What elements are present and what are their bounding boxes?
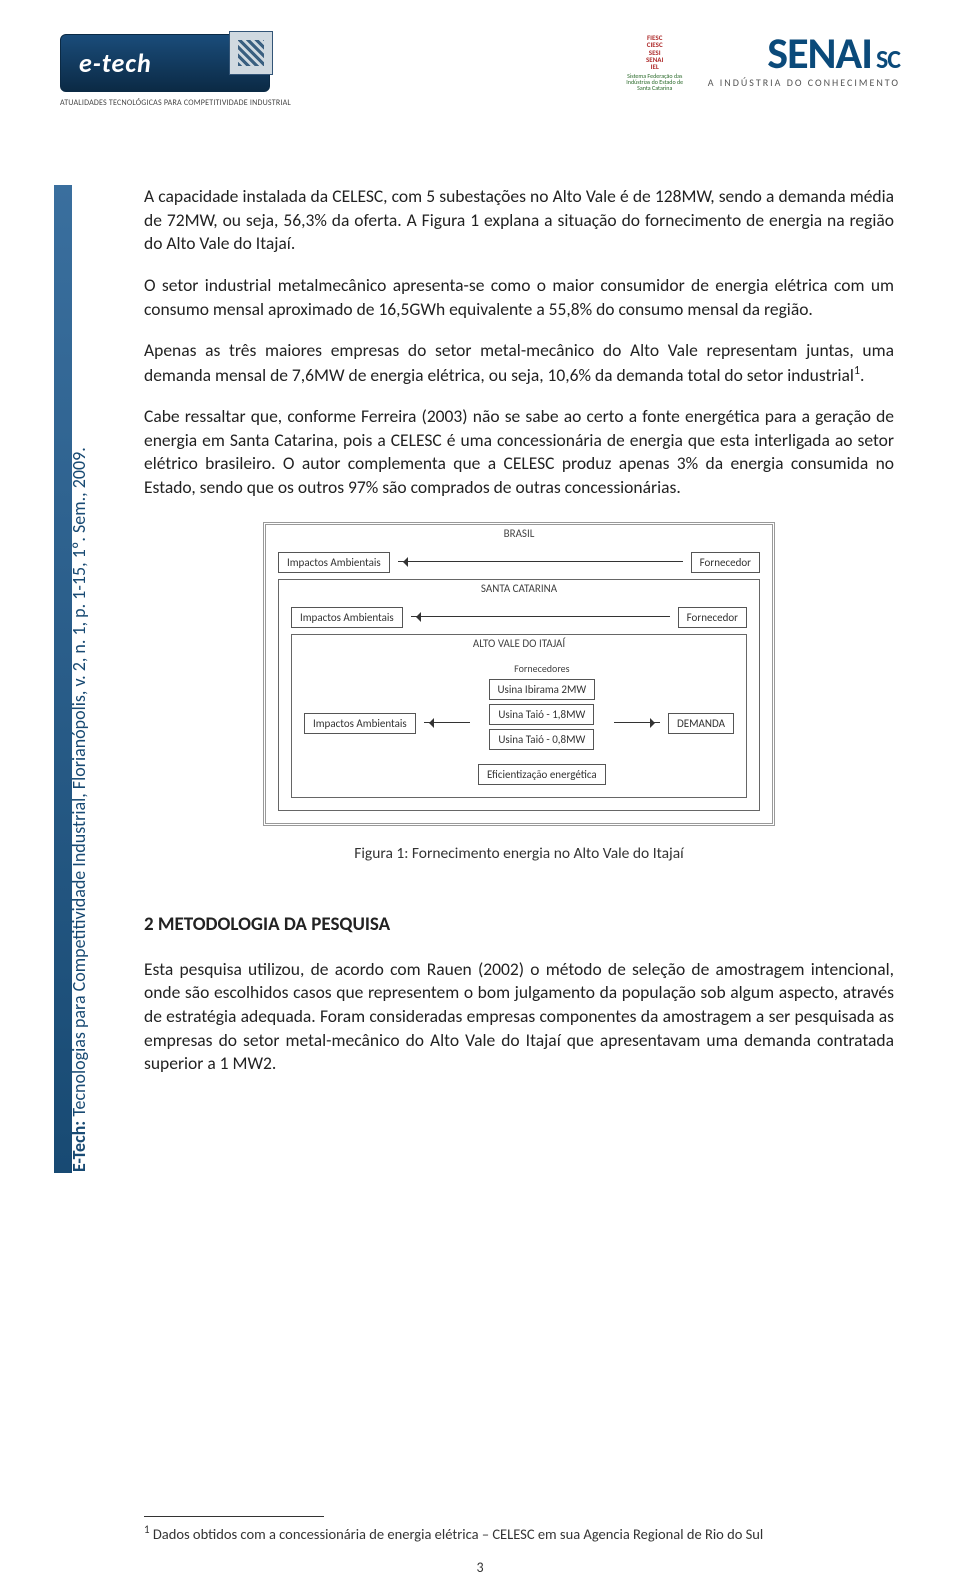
etech-logo: e-tech	[60, 34, 270, 92]
etech-subtitle: ATUALIDADES TECNOLÓGICAS PARA COMPETITIV…	[60, 98, 291, 108]
senai-main: SENAISC	[767, 34, 900, 74]
paragraph-3-post: .	[860, 364, 864, 386]
figure-1: BRASIL Impactos Ambientais Fornecedor SA…	[144, 518, 894, 863]
footnote-block: 1 Dados obtidos com a concessionária de …	[144, 1490, 894, 1544]
fiesc-line: IEL	[620, 63, 690, 70]
page-number: 3	[0, 1559, 960, 1576]
diagram-level2: SANTA CATARINA Impactos Ambientais Forne…	[278, 579, 760, 811]
arrow-right-icon	[614, 718, 660, 728]
side-citation: E-Tech: Tecnologias para Competitividade…	[68, 447, 90, 1172]
diagram-node-usina2: Usina Taió - 1,8MW	[489, 704, 594, 725]
diagram-level3-title: ALTO VALE DO ITAJAÍ	[465, 637, 573, 650]
side-citation-bold: E-Tech:	[68, 1121, 90, 1172]
diagram-node-demanda: DEMANDA	[668, 713, 734, 734]
section-heading-2: 2 METODOLOGIA DA PESQUISA	[144, 913, 894, 936]
paragraph-3-text: Apenas as três maiores empresas do setor…	[144, 339, 894, 385]
paragraph-3: Apenas as três maiores empresas do setor…	[144, 339, 894, 387]
diagram-outer: BRASIL Impactos Ambientais Fornecedor SA…	[263, 522, 775, 826]
footnote-text: Dados obtidos com a concessionária de en…	[150, 1525, 764, 1543]
senai-sc: SC	[876, 43, 900, 75]
header-right: FIESC CIESC SESI SENAI IEL Sistema Feder…	[620, 34, 900, 92]
diagram-level1-title: BRASIL	[496, 527, 543, 540]
diagram-center-column: Fornecedores Usina Ibirama 2MW Usina Tai…	[478, 662, 606, 785]
diagram-node-impactos: Impactos Ambientais	[278, 552, 390, 573]
paragraph-4: Cabe ressaltar que, conforme Ferreira (2…	[144, 405, 894, 500]
diagram-fornecedores-label: Fornecedores	[514, 662, 569, 675]
paragraph-1: A capacidade instalada da CELESC, com 5 …	[144, 185, 894, 256]
fiesc-caption: Sistema Federação das Indústrias do Esta…	[620, 73, 690, 92]
diagram-row-alto-vale: Impactos Ambientais Fornecedores Usina I…	[304, 662, 734, 785]
arrow-left-icon	[411, 612, 670, 622]
diagram-level2-title: SANTA CATARINA	[473, 582, 565, 595]
body-column: A capacidade instalada da CELESC, com 5 …	[144, 185, 894, 1094]
page-header: e-tech ATUALIDADES TECNOLÓGICAS PARA COM…	[60, 34, 900, 144]
paragraph-2: O setor industrial metalmecânico apresen…	[144, 274, 894, 321]
senai-sub: A INDÚSTRIA DO CONHECIMENTO	[708, 76, 900, 89]
arrow-left-icon	[424, 718, 470, 728]
diagram-level3: ALTO VALE DO ITAJAÍ Impactos Ambientais …	[291, 634, 747, 798]
page: e-tech ATUALIDADES TECNOLÓGICAS PARA COM…	[0, 0, 960, 1596]
diagram-node-eficientizacao: Eficientização energética	[478, 764, 606, 785]
fiesc-lines: FIESC CIESC SESI SENAI IEL	[620, 34, 690, 71]
diagram-node-impactos: Impactos Ambientais	[291, 607, 403, 628]
figure-caption: Figura 1: Fornecimento energia no Alto V…	[354, 844, 684, 863]
diagram-node-usina3: Usina Taió - 0,8MW	[489, 729, 594, 750]
diagram-row-sc: Impactos Ambientais Fornecedor	[291, 607, 747, 628]
etech-logo-text: e-tech	[79, 47, 152, 79]
footnote-1: 1 Dados obtidos com a concessionária de …	[144, 1523, 894, 1544]
etech-logo-block: e-tech ATUALIDADES TECNOLÓGICAS PARA COM…	[60, 34, 291, 108]
diagram-node-fornecedor: Fornecedor	[691, 552, 760, 573]
paragraph-5: Esta pesquisa utilizou, de acordo com Ra…	[144, 958, 894, 1076]
diagram-row-brasil: Impactos Ambientais Fornecedor	[278, 552, 760, 573]
diagram-node-fornecedor: Fornecedor	[678, 607, 747, 628]
diagram-node-usina1: Usina Ibirama 2MW	[489, 679, 596, 700]
fiesc-block: FIESC CIESC SESI SENAI IEL Sistema Feder…	[620, 34, 690, 92]
senai-text: SENAI	[767, 26, 872, 80]
side-citation-rest: Tecnologias para Competitividade Industr…	[68, 447, 90, 1121]
diagram: BRASIL Impactos Ambientais Fornecedor SA…	[259, 518, 779, 830]
arrow-left-icon	[398, 557, 683, 567]
etech-logo-square-icon	[229, 31, 273, 75]
footnote-rule	[144, 1516, 324, 1517]
senai-logo: SENAISC A INDÚSTRIA DO CONHECIMENTO	[708, 34, 900, 89]
diagram-node-impactos: Impactos Ambientais	[304, 713, 416, 734]
